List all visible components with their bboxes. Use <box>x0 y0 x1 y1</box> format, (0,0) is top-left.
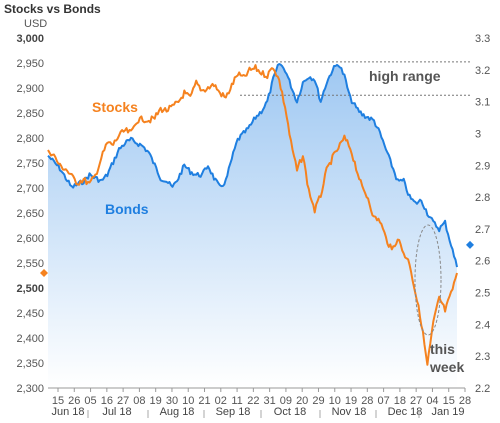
x-tick-label: 10 <box>329 395 341 407</box>
x-tick-label: 22 <box>247 395 259 407</box>
x-month-label: Dec 18 <box>388 406 423 418</box>
y-left-tick-label: 3,000 <box>16 33 44 45</box>
y-right-tick-label: 3.3 <box>475 33 490 45</box>
x-tick-label: 02 <box>215 395 227 407</box>
y-right-tick-label: 2.8 <box>475 192 490 204</box>
axis-layer: 2,300 2,350 2,400 2,450 2,500 2,550 2,600 2,650… <box>16 33 490 418</box>
y-left-tick-label: 2,800 <box>16 133 44 145</box>
y-right-tick-label: 2.2 <box>475 383 490 395</box>
y-right-tick-label: 3.2 <box>475 65 490 77</box>
x-tick-label: 15 <box>52 395 64 407</box>
y-left-tick-label: 2,500 <box>16 283 44 295</box>
y-axis-unit-label: USD <box>24 18 47 30</box>
bonds-area-fill <box>48 64 457 388</box>
y-right-tick-label: 2.7 <box>475 224 490 236</box>
y-right-tick-label: 3.1 <box>475 97 490 109</box>
y-right-tick-label: 2.4 <box>475 319 490 331</box>
x-month-label: Nov 18 <box>332 406 367 418</box>
this-week-ellipse <box>414 224 442 336</box>
bonds-label: Bonds <box>105 201 149 217</box>
x-tick-label: 27 <box>410 395 422 407</box>
y-right-tick-label: 2.9 <box>475 160 490 172</box>
bonds-area-layer <box>48 64 457 388</box>
y-left-tick-label: 2,550 <box>16 258 44 270</box>
stocks-last-value-marker <box>40 269 48 277</box>
y-left-tick-label: 2,750 <box>16 158 44 170</box>
x-tick-label: 19 <box>150 395 162 407</box>
x-tick-label: 15 <box>443 395 455 407</box>
y-right-tick-label: 2.3 <box>475 351 490 363</box>
x-month-label: Jun 18 <box>51 406 84 418</box>
x-month-label: Aug 18 <box>160 406 195 418</box>
x-tick-label: 27 <box>117 395 129 407</box>
x-tick-label: 08 <box>133 395 145 407</box>
x-tick-label: 28 <box>459 395 471 407</box>
y-left-tick-label: 2,900 <box>16 83 44 95</box>
x-tick-label: 05 <box>84 395 96 407</box>
x-tick-label: 20 <box>296 395 308 407</box>
stocks-line <box>47 64 458 366</box>
x-tick-label: 21 <box>198 395 210 407</box>
high-range-label: high range <box>369 68 441 84</box>
x-month-label: Oct 18 <box>274 406 306 418</box>
y-left-tick-label: 2,850 <box>16 108 44 120</box>
y-left-tick-label: 2,300 <box>16 383 44 395</box>
y-left-tick-label: 2,700 <box>16 183 44 195</box>
x-tick-label: 30 <box>166 395 178 407</box>
y-right-tick-label: 2.5 <box>475 288 490 300</box>
x-month-label: Jan 19 <box>431 406 464 418</box>
y-right-tick-label: 3 <box>475 128 481 140</box>
stocks-label: Stocks <box>92 99 138 115</box>
this-week-label: week <box>429 359 464 375</box>
x-tick-label: 29 <box>312 395 324 407</box>
series-lines-layer <box>40 63 474 366</box>
x-tick-label: 19 <box>345 395 357 407</box>
x-tick-label: 04 <box>426 395 438 407</box>
y-left-tick-label: 2,450 <box>16 308 44 320</box>
chart-title: Stocks vs Bonds <box>4 2 101 16</box>
bonds-last-value-marker <box>466 240 474 249</box>
x-tick-label: 07 <box>377 395 389 407</box>
x-tick-label: 09 <box>280 395 292 407</box>
x-tick-label: 26 <box>68 395 80 407</box>
x-tick-label: 18 <box>394 395 406 407</box>
x-tick-label: 11 <box>231 395 242 407</box>
y-right-tick-label: 2.6 <box>475 256 490 268</box>
bonds-line <box>47 63 458 268</box>
x-tick-label: 28 <box>361 395 373 407</box>
x-month-label: Sep 18 <box>216 406 251 418</box>
y-left-tick-label: 2,400 <box>16 333 44 345</box>
y-left-tick-label: 2,350 <box>16 358 44 370</box>
this-week-label: this <box>430 341 455 357</box>
y-left-tick-label: 2,600 <box>16 233 44 245</box>
x-tick-label: 16 <box>101 395 113 407</box>
x-tick-label: 31 <box>264 395 276 407</box>
y-left-tick-label: 2,650 <box>16 208 44 220</box>
annotation-layer: Stocks Bonds high range this week <box>92 68 464 375</box>
y-left-tick-label: 2,950 <box>16 58 44 70</box>
x-tick-label: 10 <box>182 395 194 407</box>
x-month-label: Jul 18 <box>102 406 131 418</box>
